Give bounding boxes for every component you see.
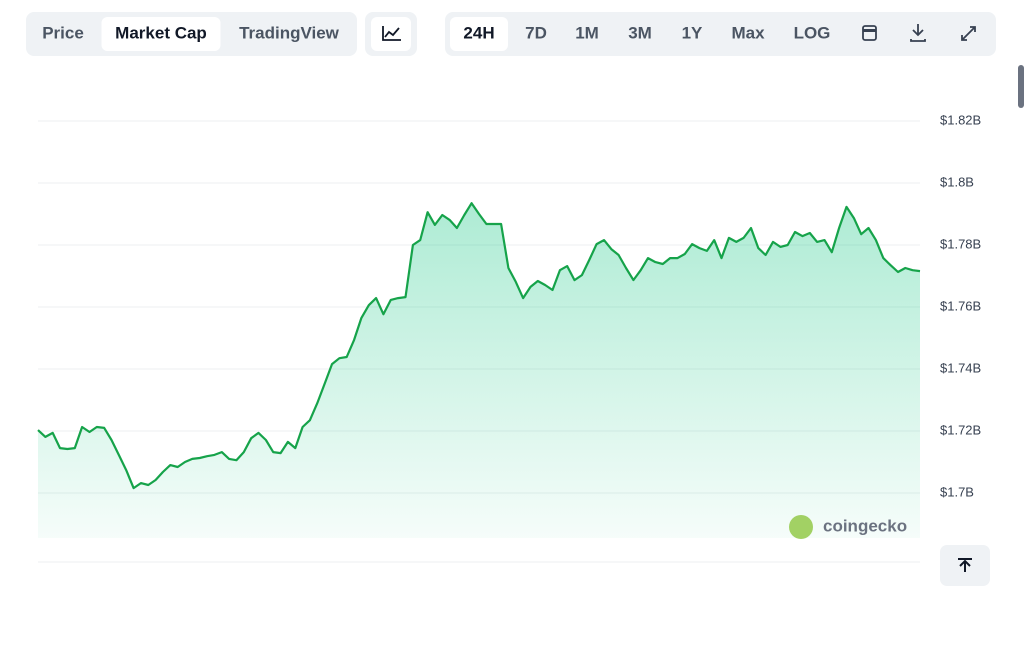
range-button[interactable]: Max [731, 23, 765, 42]
y-tick-label: $1.72B [940, 422, 981, 437]
range-button[interactable]: 1Y [682, 23, 703, 42]
line-icon [382, 26, 401, 41]
tab-active-bg [101, 17, 221, 51]
download-icon[interactable] [910, 24, 926, 42]
tab[interactable]: TradingView [239, 23, 340, 42]
range-active-bg [450, 17, 508, 51]
y-tick-label: $1.8B [940, 174, 974, 189]
y-tick-label: $1.82B [940, 112, 981, 127]
logo [789, 515, 813, 539]
y-tick-label: $1.7B [940, 484, 974, 499]
y-tick-label: $1.78B [940, 236, 981, 251]
range-group [445, 12, 996, 56]
range-button[interactable]: 7D [525, 23, 547, 42]
area-fill [38, 203, 920, 538]
scrollbar[interactable] [1018, 65, 1024, 108]
range-button[interactable]: LOG [794, 23, 831, 42]
range-button[interactable]: 24H [463, 23, 494, 42]
watermark: coingecko [823, 516, 907, 535]
fullscreen-icon[interactable] [961, 26, 976, 41]
calendar-icon[interactable] [862, 25, 877, 41]
range-button[interactable]: 3M [628, 23, 652, 42]
y-tick-label: $1.76B [940, 298, 981, 313]
tab[interactable]: Price [42, 23, 84, 42]
scroll-top-icon [958, 558, 972, 572]
y-tick-label: $1.74B [940, 360, 981, 375]
tab[interactable]: Market Cap [115, 23, 207, 42]
line [37, 202, 921, 490]
range-button[interactable]: 1M [575, 23, 599, 42]
